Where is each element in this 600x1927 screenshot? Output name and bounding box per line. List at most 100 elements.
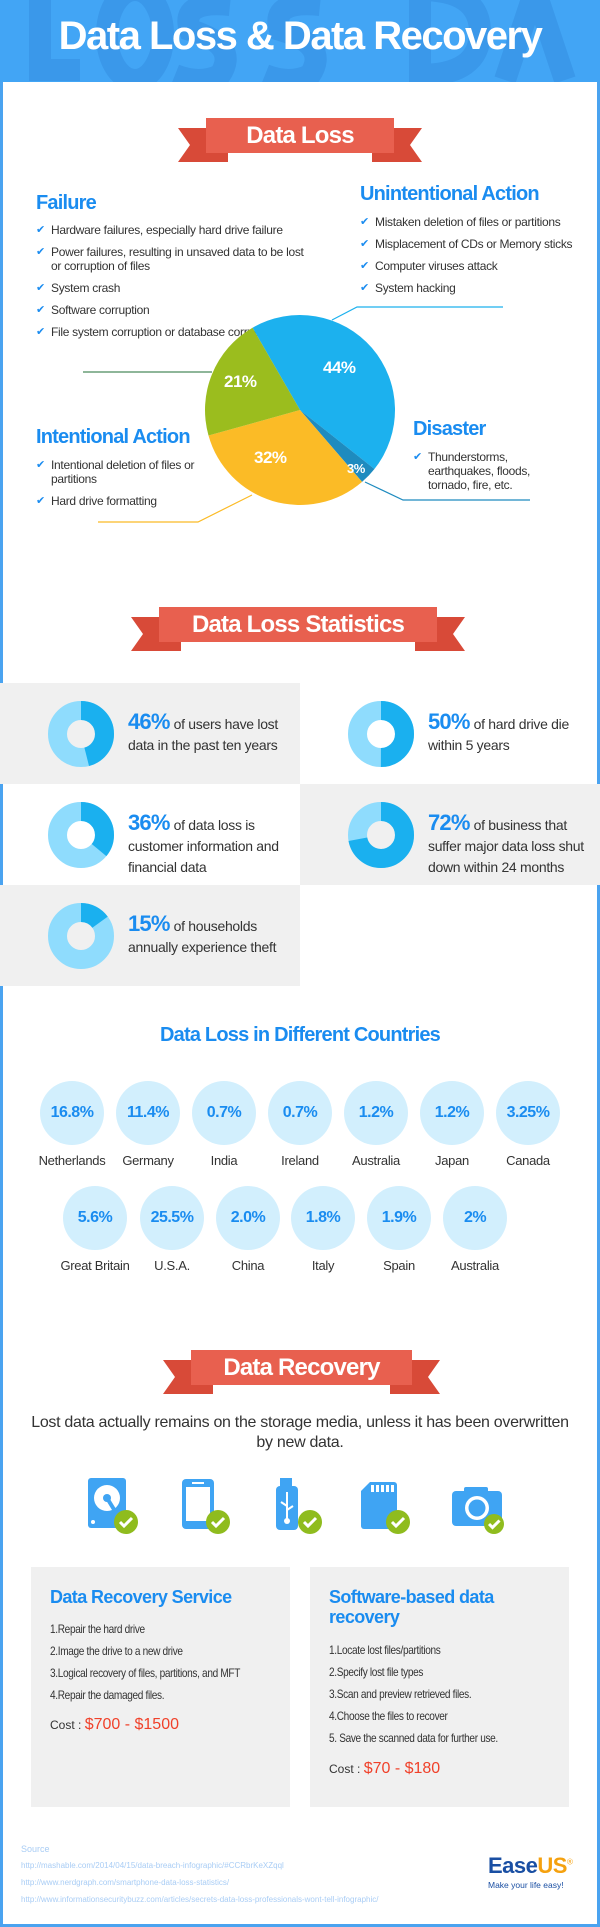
pie-label-unintentional: 44% xyxy=(323,358,356,377)
leader-line-disaster xyxy=(364,481,530,501)
logo-us: US xyxy=(537,1853,567,1878)
software-steps: 1.Locate lost files/partitions 2.Specify … xyxy=(329,1643,564,1753)
country-percent: 5.6% xyxy=(63,1186,127,1250)
country-stat: 1.8% Italy xyxy=(283,1186,363,1273)
stat-text: 15% of households annually experience the… xyxy=(128,911,293,958)
list-item-text: File system corruption or database corru… xyxy=(51,325,279,339)
list-item: ✔ Mistaken deletion of files or partition… xyxy=(360,215,590,229)
list-item-text: System hacking xyxy=(375,281,456,295)
pie-label-disaster: 3% xyxy=(347,461,365,476)
list-item: ✔ Software corruption xyxy=(36,303,316,317)
unintentional-list: ✔ Mistaken deletion of files or partition… xyxy=(360,215,590,303)
pie-label-intentional: 32% xyxy=(254,448,287,467)
check-icon: ✔ xyxy=(413,451,422,463)
check-icon: ✔ xyxy=(36,459,45,471)
step-item: 3.Scan and preview retrieved files. xyxy=(329,1687,472,1701)
stat-percent: 46% xyxy=(128,709,170,734)
recovery-ribbon: Data Recovery xyxy=(163,1350,440,1394)
stat-card: 50% of hard drive die within 5 years xyxy=(300,683,600,784)
list-item: ✔ File system corruption or database corr… xyxy=(36,325,316,339)
source-link[interactable]: http://www.nerdgraph.com/smartphone-data… xyxy=(21,1878,230,1887)
source-label: Source xyxy=(21,1844,50,1854)
country-percent: 1.9% xyxy=(367,1186,431,1250)
pie-slice-intentional-action xyxy=(208,410,363,505)
country-stat: 3.25% Canada xyxy=(488,1081,568,1168)
stat-text: 72% of business that suffer major data lo… xyxy=(428,810,593,878)
step-item: 1.Repair the hard drive xyxy=(50,1622,145,1636)
sd-card-icon xyxy=(361,1482,410,1534)
country-name: Italy xyxy=(311,1258,335,1273)
country-percent: 1.2% xyxy=(420,1081,484,1145)
recovery-intro: Lost data actually remains on the storag… xyxy=(31,1414,569,1451)
country-name: Japan xyxy=(435,1153,469,1168)
smartphone-icon xyxy=(182,1479,230,1534)
country-percent: 1.2% xyxy=(344,1081,408,1145)
stat-text: 36% of data loss is customer information … xyxy=(128,810,293,878)
list-item: ✔ Misplacement of CDs or Memory sticks xyxy=(360,237,590,251)
donut-fill xyxy=(348,802,414,868)
check-icon: ✔ xyxy=(360,238,369,250)
check-icon: ✔ xyxy=(36,304,45,316)
donut-chart xyxy=(48,701,114,767)
cost-label: Cost : xyxy=(329,1762,361,1776)
donut-chart xyxy=(48,903,114,969)
step-item: 2.Image the drive to a new drive xyxy=(50,1644,183,1658)
country-stat: 16.8% Netherlands xyxy=(32,1081,112,1168)
country-percent: 0.7% xyxy=(268,1081,332,1145)
leader-line-intentional xyxy=(98,494,253,523)
donut-fill xyxy=(48,903,114,969)
header-watermark xyxy=(29,0,576,82)
country-name: Ireland xyxy=(281,1153,319,1168)
section-title: Data Recovery xyxy=(191,1350,412,1385)
country-name: U.S.A. xyxy=(154,1258,190,1273)
country-stat: 25.5% U.S.A. xyxy=(132,1186,212,1273)
pie-label-failure: 21% xyxy=(224,372,257,391)
country-percent: 2% xyxy=(443,1186,507,1250)
country-stat: 1.2% Australia xyxy=(336,1081,416,1168)
logo-ease: Ease xyxy=(488,1853,538,1878)
source-link[interactable]: http://www.informationsecuritybuzz.com/a… xyxy=(21,1895,379,1904)
country-stat: 0.7% Ireland xyxy=(260,1081,340,1168)
country-stat: 2.0% China xyxy=(208,1186,288,1273)
step-item: 5. Save the scanned data for further use… xyxy=(329,1731,498,1745)
country-name: Australia xyxy=(352,1153,400,1168)
statistics-ribbon: Data Loss Statistics xyxy=(131,607,465,651)
usb-drive-icon xyxy=(276,1478,322,1534)
list-item: ✔ System crash xyxy=(36,281,316,295)
page-title: Data Loss & Data Recovery xyxy=(58,14,543,58)
stat-card: 15% of households annually experience the… xyxy=(0,885,300,986)
list-item: ✔ Power failures, resulting in unsaved da… xyxy=(36,245,316,273)
list-item: ✔ Hard drive formatting xyxy=(36,494,196,508)
stat-card: 46% of users have lost data in the past t… xyxy=(0,683,300,784)
source-link[interactable]: http://mashable.com/2014/04/15/data-brea… xyxy=(21,1861,284,1870)
list-item-text: Power failures, resulting in unsaved dat… xyxy=(51,245,304,273)
cost-label: Cost : xyxy=(50,1718,82,1732)
list-item: ✔ Computer viruses attack xyxy=(360,259,590,273)
stat-description: of hard drive die within 5 years xyxy=(428,716,569,753)
data-recovery-service-card: Data Recovery Service 1.Repair the hard … xyxy=(31,1567,290,1807)
country-percent: 0.7% xyxy=(192,1081,256,1145)
stat-description: of business that suffer major data loss … xyxy=(428,817,584,875)
logo-registered: ® xyxy=(566,1857,573,1867)
stat-card: 72% of business that suffer major data lo… xyxy=(300,784,600,885)
country-stat: 1.9% Spain xyxy=(359,1186,439,1273)
country-stat: 0.7% India xyxy=(184,1081,264,1168)
stat-text: 50% of hard drive die within 5 years xyxy=(428,709,593,756)
check-icon: ✔ xyxy=(360,260,369,272)
intentional-list: ✔ Intentional deletion of files or partit… xyxy=(36,458,196,516)
pie-slice-failure xyxy=(204,327,300,436)
list-item-text: Software corruption xyxy=(51,303,150,317)
leader-line-unintentional xyxy=(331,306,503,321)
country-percent: 2.0% xyxy=(216,1186,280,1250)
stat-percent: 36% xyxy=(128,810,170,835)
donut-fill xyxy=(48,701,114,767)
stat-description: of households annually experience theft xyxy=(128,918,277,955)
country-name: Germany xyxy=(122,1153,174,1168)
country-name: China xyxy=(231,1258,265,1273)
country-name: Great Britain xyxy=(60,1258,130,1273)
country-percent: 11.4% xyxy=(116,1081,180,1145)
step-item: 4.Repair the damaged files. xyxy=(50,1688,165,1702)
country-name: Canada xyxy=(506,1153,550,1168)
pie-slice-unintentional-action xyxy=(252,315,395,470)
section-title: Data Loss xyxy=(206,118,394,153)
